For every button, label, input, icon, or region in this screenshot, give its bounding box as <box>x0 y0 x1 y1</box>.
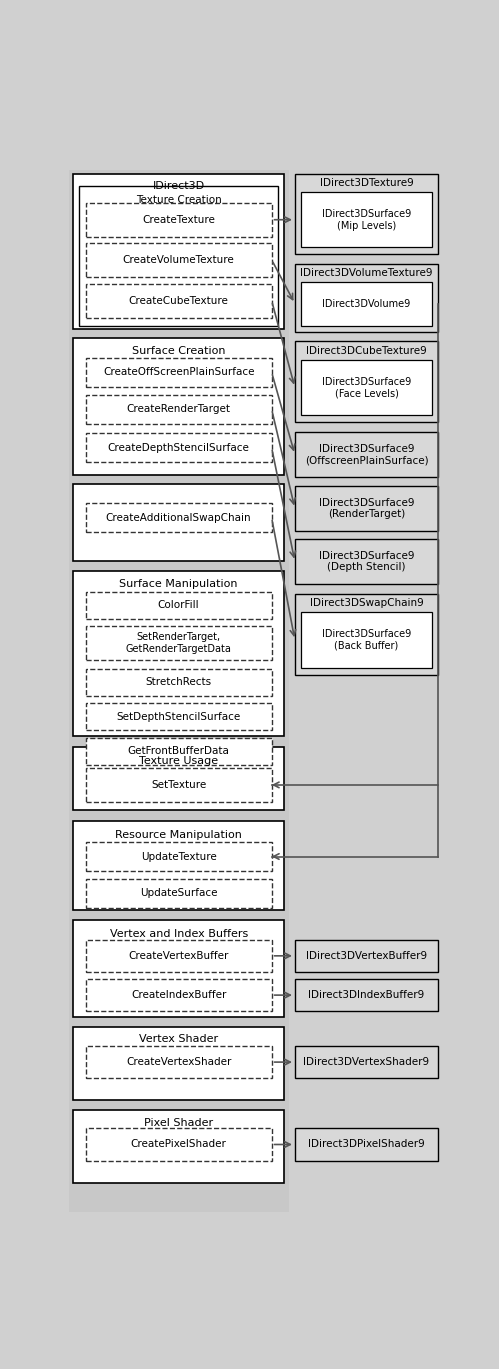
Bar <box>295 433 438 476</box>
Bar <box>86 738 271 765</box>
Text: Vertex and Index Buffers: Vertex and Index Buffers <box>109 930 248 939</box>
Bar <box>295 979 438 1012</box>
Bar <box>86 203 271 237</box>
Bar <box>73 174 284 329</box>
Bar <box>295 174 438 255</box>
Text: IDirect3DCubeTexture9: IDirect3DCubeTexture9 <box>306 345 427 356</box>
Bar <box>86 433 271 463</box>
Bar <box>301 360 432 415</box>
Bar <box>86 283 271 318</box>
Text: Surface Creation: Surface Creation <box>132 346 226 356</box>
Bar <box>86 1128 271 1161</box>
Text: CreateVolumeTexture: CreateVolumeTexture <box>123 255 235 264</box>
Text: SetTexture: SetTexture <box>151 780 206 790</box>
Text: SetDepthStencilSurface: SetDepthStencilSurface <box>116 712 241 721</box>
Bar <box>86 357 271 387</box>
Bar <box>73 338 284 475</box>
Text: CreateOffScreenPlainSurface: CreateOffScreenPlainSurface <box>103 367 254 378</box>
Bar <box>301 612 432 668</box>
Text: CreateCubeTexture: CreateCubeTexture <box>129 296 229 305</box>
Text: IDirect3DSurface9
(RenderTarget): IDirect3DSurface9 (RenderTarget) <box>319 498 414 519</box>
Bar <box>86 394 271 424</box>
Text: IDirect3DSurface9
(Face Levels): IDirect3DSurface9 (Face Levels) <box>322 376 411 398</box>
Bar <box>86 1046 271 1079</box>
Bar <box>295 1128 438 1161</box>
Bar <box>86 502 271 533</box>
Bar <box>86 939 271 972</box>
Bar <box>86 879 271 908</box>
Text: UpdateSurface: UpdateSurface <box>140 888 218 898</box>
Text: CreateIndexBuffer: CreateIndexBuffer <box>131 990 227 1001</box>
Text: IDirect3DSurface9
(OffscreenPlainSurface): IDirect3DSurface9 (OffscreenPlainSurface… <box>305 444 428 465</box>
Text: IDirect3DVolumeTexture9: IDirect3DVolumeTexture9 <box>300 268 433 278</box>
Text: StretchRects: StretchRects <box>146 678 212 687</box>
Bar <box>295 341 438 422</box>
Bar <box>86 842 271 871</box>
Bar <box>73 747 284 810</box>
Text: IDirect3DPixelShader9: IDirect3DPixelShader9 <box>308 1139 425 1150</box>
Text: CreateTexture: CreateTexture <box>142 215 215 225</box>
Text: Texture Creation: Texture Creation <box>136 194 222 205</box>
Text: IDirect3DTexture9: IDirect3DTexture9 <box>320 178 414 188</box>
Text: IDirect3DIndexBuffer9: IDirect3DIndexBuffer9 <box>308 990 425 1001</box>
Bar <box>86 668 271 695</box>
Bar <box>301 282 432 326</box>
Bar <box>73 821 284 909</box>
Text: CreateVertexShader: CreateVertexShader <box>126 1057 232 1066</box>
Text: CreateDepthStencilSurface: CreateDepthStencilSurface <box>108 442 250 453</box>
Text: IDirect3DSurface9
(Depth Stencil): IDirect3DSurface9 (Depth Stencil) <box>319 550 414 572</box>
Text: CreateRenderTarget: CreateRenderTarget <box>127 404 231 415</box>
Text: CreateVertexBuffer: CreateVertexBuffer <box>128 951 229 961</box>
Text: GetFrontBufferData: GetFrontBufferData <box>128 746 230 757</box>
Bar <box>68 170 289 1213</box>
Bar <box>295 264 438 333</box>
Text: IDirect3DSwapChain9: IDirect3DSwapChain9 <box>310 598 424 608</box>
Text: SetRenderTarget,
GetRenderTargetData: SetRenderTarget, GetRenderTargetData <box>126 632 232 654</box>
Text: UpdateTexture: UpdateTexture <box>141 852 217 861</box>
Bar <box>79 186 278 326</box>
Text: IDirect3DVolume9: IDirect3DVolume9 <box>322 298 411 309</box>
Text: Surface Manipulation: Surface Manipulation <box>119 579 238 589</box>
Bar <box>86 768 271 802</box>
Text: ColorFill: ColorFill <box>158 600 200 611</box>
Bar <box>295 939 438 972</box>
Bar <box>73 483 284 561</box>
Bar <box>73 920 284 1017</box>
Text: IDirect3DSurface9
(Back Buffer): IDirect3DSurface9 (Back Buffer) <box>322 630 411 650</box>
Text: CreateAdditionalSwapChain: CreateAdditionalSwapChain <box>106 513 251 523</box>
Text: Vertex Shader: Vertex Shader <box>139 1035 218 1045</box>
Text: IDirect3DSurface9
(Mip Levels): IDirect3DSurface9 (Mip Levels) <box>322 209 411 230</box>
Bar <box>86 242 271 277</box>
Bar <box>86 979 271 1012</box>
Bar <box>295 486 438 531</box>
Text: Pixel Shader: Pixel Shader <box>144 1117 213 1128</box>
Text: Resource Manipulation: Resource Manipulation <box>115 830 242 839</box>
Bar <box>301 192 432 248</box>
Bar <box>295 594 438 675</box>
Bar <box>295 1046 438 1079</box>
Text: IDirect3DVertexBuffer9: IDirect3DVertexBuffer9 <box>306 951 427 961</box>
Text: IDirect3D: IDirect3D <box>153 181 205 192</box>
Text: Texture Usage: Texture Usage <box>139 756 218 765</box>
Bar <box>295 539 438 585</box>
Text: IDirect3DVertexShader9: IDirect3DVertexShader9 <box>303 1057 430 1066</box>
Bar <box>86 626 271 660</box>
Bar <box>86 704 271 730</box>
Bar <box>73 571 284 737</box>
Text: CreatePixelShader: CreatePixelShader <box>131 1139 227 1150</box>
Bar <box>73 1110 284 1183</box>
Bar <box>73 1027 284 1099</box>
Bar <box>86 591 271 619</box>
